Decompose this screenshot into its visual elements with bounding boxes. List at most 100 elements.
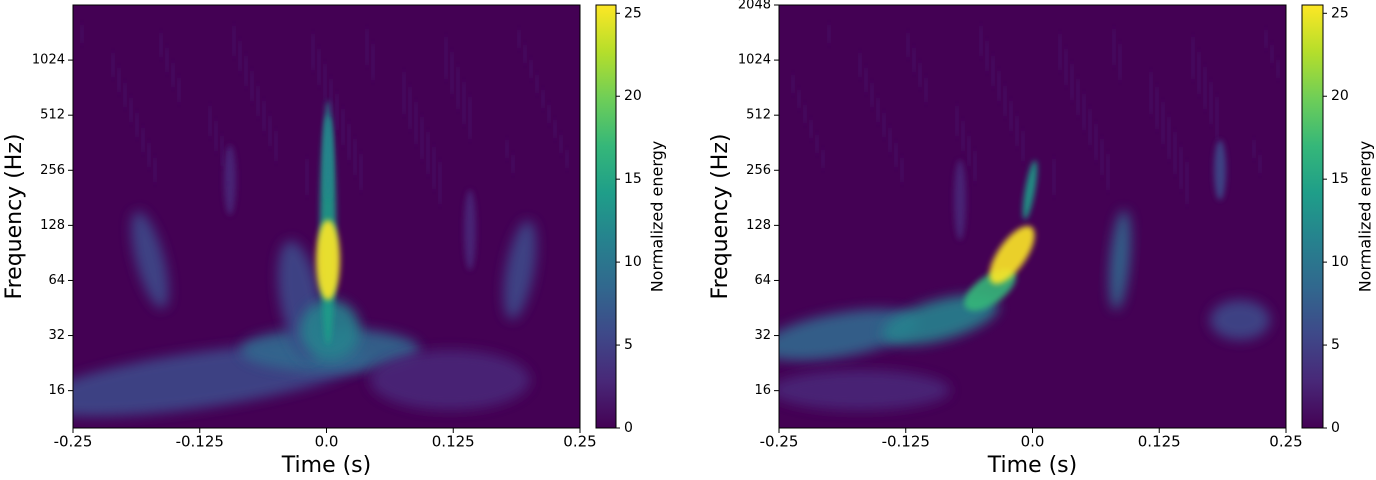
streak	[913, 48, 915, 72]
streak	[1277, 60, 1279, 78]
streak	[877, 98, 879, 122]
spectrogram-image	[73, 25, 568, 417]
streak	[1113, 29, 1115, 65]
streak	[227, 151, 229, 181]
streak	[118, 68, 120, 92]
streak	[312, 34, 314, 70]
x-tick-label: -0.125	[176, 433, 224, 451]
energy-region	[370, 350, 530, 410]
streak	[172, 63, 174, 87]
colorbar-tick-label: 10	[624, 254, 642, 270]
streak	[1119, 44, 1121, 80]
energy-region	[131, 211, 169, 309]
streak	[269, 116, 271, 146]
streak	[330, 79, 332, 115]
streak	[822, 150, 824, 168]
streak	[233, 26, 235, 56]
energy-region	[1214, 140, 1226, 200]
streak	[1071, 64, 1073, 100]
x-tick-label: -0.125	[882, 433, 930, 451]
colorbar-tick-label: 25	[624, 5, 642, 21]
streak	[142, 128, 144, 152]
streak	[962, 121, 964, 151]
streak	[124, 83, 126, 107]
streak	[372, 44, 374, 80]
colorbar-tick-label: 15	[624, 171, 642, 187]
colorbar-tick-label: 20	[1331, 88, 1349, 104]
streak	[318, 49, 320, 85]
streak	[263, 101, 265, 131]
streak	[409, 87, 411, 129]
streak	[1083, 94, 1085, 130]
streak	[524, 45, 526, 63]
colorbar-tick-label: 15	[1331, 171, 1349, 187]
x-tick-label: 0.25	[1269, 433, 1302, 451]
streak	[804, 105, 806, 123]
streak	[215, 121, 217, 151]
streak	[536, 75, 538, 93]
streak	[1192, 37, 1194, 79]
streak	[1065, 49, 1067, 85]
plot-area	[779, 5, 1286, 428]
streak	[566, 150, 568, 168]
y-tick-label: 32	[48, 328, 65, 343]
streak	[889, 128, 891, 152]
streak	[1265, 30, 1267, 48]
x-axis-label: Time (s)	[987, 453, 1077, 478]
y-tick-label: 2048	[738, 0, 771, 13]
streak	[178, 78, 180, 102]
streak	[1204, 67, 1206, 109]
streak	[457, 67, 459, 109]
streak	[239, 41, 241, 71]
colorbar-label: Normalized energy	[648, 141, 667, 293]
streak	[136, 113, 138, 137]
colorbar-tick-label: 10	[1331, 254, 1349, 270]
colorbar-label: Normalized energy	[1356, 141, 1375, 293]
streak	[1095, 124, 1097, 160]
streak	[81, 25, 83, 43]
x-tick-label: -0.25	[54, 433, 93, 451]
x-tick-label: -0.25	[760, 433, 799, 451]
energy-region	[224, 145, 236, 215]
energy-region	[464, 190, 476, 270]
streak	[1180, 147, 1182, 189]
streak	[1016, 116, 1018, 146]
energy-region	[779, 309, 919, 361]
streak	[1168, 117, 1170, 159]
energy-region	[503, 220, 537, 320]
streak	[148, 143, 150, 167]
streak	[1216, 97, 1218, 139]
streak	[998, 71, 1000, 101]
streak	[421, 117, 423, 159]
x-tick-label: 0.25	[563, 433, 596, 451]
streak	[554, 120, 556, 138]
energy-region	[989, 226, 1035, 284]
colorbar-tick-label: 5	[624, 337, 633, 353]
streak	[1077, 79, 1079, 115]
x-axis-label: Time (s)	[281, 453, 371, 478]
streak	[221, 136, 223, 166]
streak	[512, 155, 514, 173]
streak	[956, 106, 958, 136]
energy-region	[1022, 160, 1038, 220]
x-tick-label: 0.0	[1021, 433, 1045, 451]
colorbar	[1301, 4, 1324, 429]
streak	[130, 98, 132, 122]
streak	[1022, 131, 1024, 161]
colorbar-tick-label: 0	[624, 420, 633, 436]
streak	[445, 37, 447, 79]
streak	[974, 151, 976, 181]
streak	[901, 158, 903, 182]
streak	[883, 113, 885, 137]
streak	[1010, 101, 1012, 131]
streak	[360, 154, 362, 190]
y-tick-label: 128	[746, 218, 771, 233]
streak	[1107, 154, 1109, 190]
y-tick-label: 1024	[738, 53, 771, 68]
streak	[342, 109, 344, 145]
energy-region	[324, 100, 332, 200]
y-tick-label: 64	[754, 273, 771, 288]
streak	[1259, 155, 1261, 173]
streak	[828, 25, 830, 43]
energy-region	[1210, 300, 1270, 340]
